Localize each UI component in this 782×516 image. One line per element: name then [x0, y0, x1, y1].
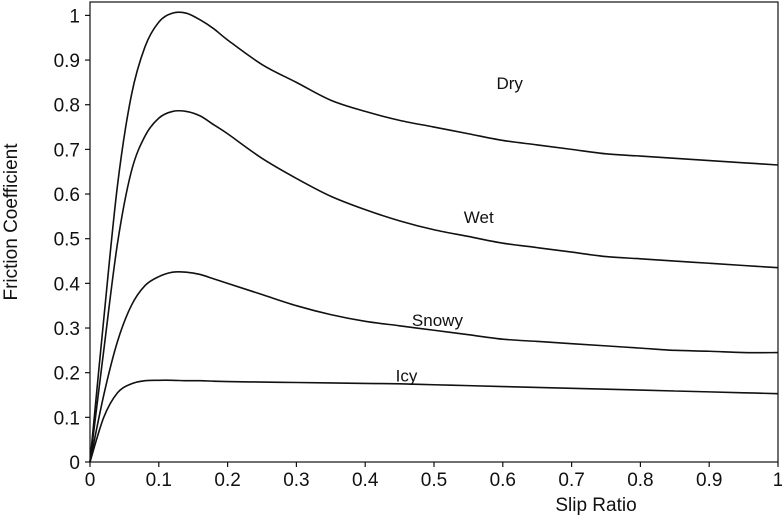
y-tick-label: 0.3	[54, 319, 80, 340]
x-tick-label: 0.4	[352, 470, 379, 491]
y-tick-label: 0.1	[54, 408, 80, 429]
x-axis-title: Slip Ratio	[555, 495, 636, 516]
x-tick-label: 0.5	[421, 470, 447, 491]
y-tick-label: 0.7	[54, 140, 80, 161]
x-tick-label: 0.2	[214, 470, 240, 491]
y-axis-title: Friction Coefficient	[1, 143, 22, 301]
x-tick-label: 0	[85, 470, 96, 491]
curve-label-dry: Dry	[496, 74, 523, 93]
y-tick-label: 0	[69, 453, 80, 474]
x-tick-label: 0.8	[627, 470, 653, 491]
y-tick-label: 0.2	[54, 364, 80, 385]
plot-frame	[89, 1, 779, 463]
curve-wet	[89, 109, 779, 463]
x-tick-label: 0.3	[283, 470, 309, 491]
x-tick-label: 0.6	[490, 470, 516, 491]
axis-ticks: 0 0.1 0.2 0.3 0.4 0.5 0.6 0.7 0.8 0.9 1 0 0.1 0.2 0.3 0…	[54, 6, 782, 491]
curve-dry	[89, 11, 779, 463]
curve-label-snowy: Snowy	[412, 311, 464, 330]
y-tick-label: 0.4	[54, 274, 81, 295]
y-tick-label: 0.8	[54, 96, 80, 117]
curve-snowy	[89, 270, 779, 463]
curve-label-wet: Wet	[464, 208, 494, 227]
x-tick-label: 0.9	[696, 470, 722, 491]
x-tick-label: 1	[773, 470, 782, 491]
y-tick-label: 0.5	[54, 230, 80, 251]
curves	[89, 11, 779, 463]
y-tick-label: 1	[69, 6, 80, 27]
y-tick-label: 0.6	[54, 185, 80, 206]
curve-labels: Dry Wet Snowy Icy	[396, 74, 524, 386]
y-tick-label: 0.9	[54, 51, 80, 72]
x-tick-label: 0.1	[146, 470, 172, 491]
curve-label-icy: Icy	[396, 367, 418, 386]
curve-icy	[89, 379, 779, 463]
x-tick-label: 0.7	[558, 470, 584, 491]
